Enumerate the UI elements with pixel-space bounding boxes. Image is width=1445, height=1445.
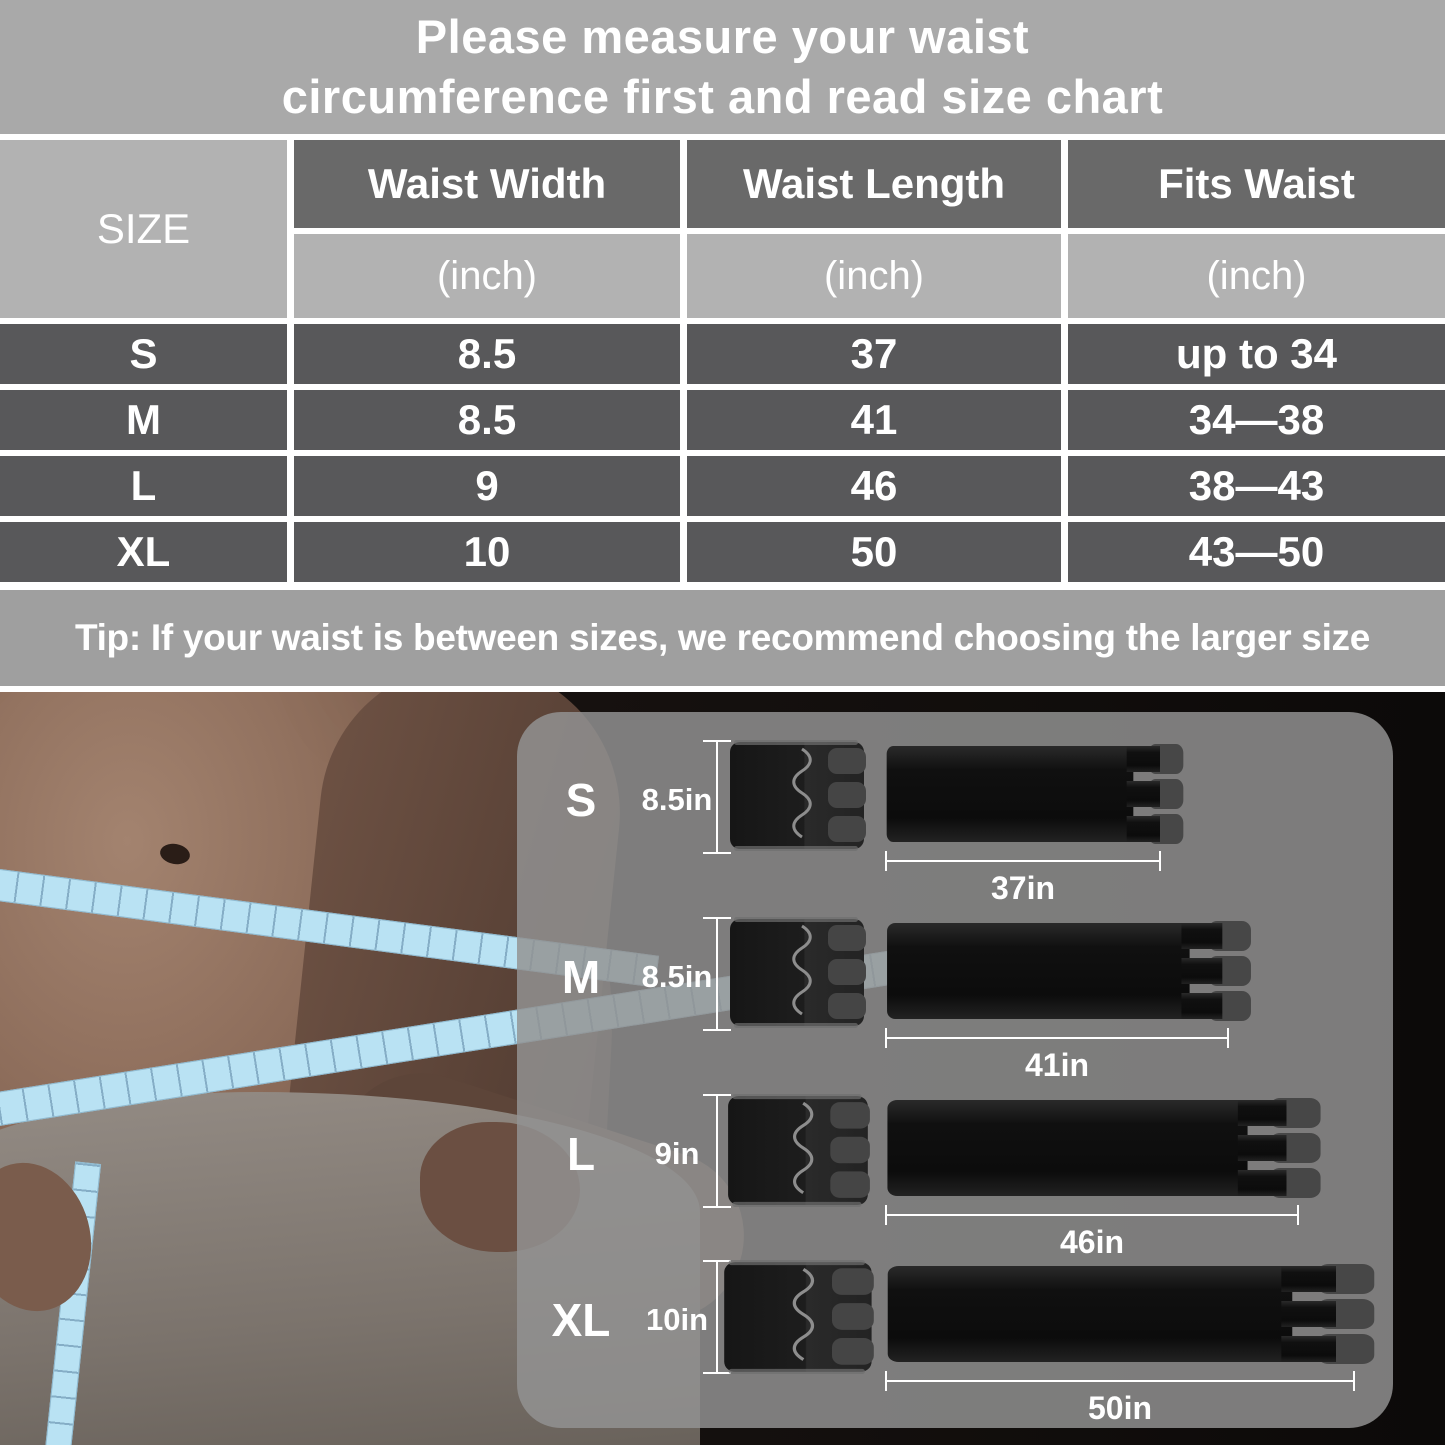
belt-strap-graphic — [886, 744, 1184, 844]
column-header-waist-length: Waist Length — [687, 140, 1061, 228]
length-measure-line — [885, 851, 1161, 871]
unit-cell: (inch) — [1068, 234, 1445, 318]
belt-clasp-graphic — [724, 1260, 874, 1374]
belt-strap-graphic — [887, 1264, 1375, 1364]
diagram-width-label: 8.5in — [641, 782, 713, 817]
size-diagram-panel: S 8.5in — [517, 712, 1393, 1428]
row-l-length: 46 — [687, 456, 1061, 516]
diagram-width-label: 8.5in — [641, 959, 713, 994]
diagram-row-xl: XL 10in 50in — [517, 1260, 1393, 1432]
row-xl-length: 50 — [687, 522, 1061, 582]
diagram-length-label: 46in — [1059, 1224, 1125, 1260]
page-title-line-2: circumference first and read size chart — [281, 70, 1164, 123]
length-measure-line — [885, 1205, 1299, 1225]
row-s-length: 37 — [687, 324, 1061, 384]
diagram-size-label: M — [561, 951, 601, 1003]
diagram-length-label: 37in — [990, 870, 1056, 906]
diagram-size-label: XL — [551, 1294, 611, 1346]
diagram-length-label: 41in — [1024, 1047, 1090, 1083]
tip-banner-inner: Tip: If your waist is between sizes, we … — [0, 590, 1445, 686]
length-measure-line — [885, 1028, 1229, 1048]
row-xl-fits: 43—50 — [1068, 522, 1445, 582]
belt-strap-graphic — [887, 921, 1251, 1021]
belt-clasp-graphic — [730, 740, 866, 851]
length-measure-line — [885, 1371, 1355, 1391]
diagram-row-m: M 8.5in 41in — [517, 917, 1393, 1089]
tip-text: Tip: If your waist is between sizes, we … — [74, 617, 1371, 658]
row-s-width: 8.5 — [294, 324, 680, 384]
belt-strap-graphic — [887, 1098, 1321, 1198]
width-measure-line — [703, 917, 731, 1031]
diagram-row-s: S 8.5in — [517, 740, 1393, 912]
width-measure-line — [703, 1260, 731, 1374]
belt-clasp-graphic — [728, 1094, 870, 1207]
column-header-waist-width: Waist Width — [294, 140, 680, 228]
row-m-size: M — [0, 390, 287, 450]
row-l-width: 9 — [294, 456, 680, 516]
diagram-width-label: 10in — [645, 1302, 709, 1337]
row-m-length: 41 — [687, 390, 1061, 450]
row-xl-width: 10 — [294, 522, 680, 582]
title-banner: Please measure your waist circumference … — [0, 0, 1445, 134]
column-header-fits-waist: Fits Waist — [1068, 140, 1445, 228]
page-title-line-1: Please measure your waist — [415, 10, 1030, 63]
diagram-width-label: 9in — [654, 1136, 700, 1171]
width-measure-line — [703, 1094, 731, 1208]
row-s-size: S — [0, 324, 287, 384]
belt-clasp-graphic — [730, 917, 866, 1028]
size-table: SIZE Waist Width Waist Length Fits Waist… — [0, 134, 1445, 582]
unit-cell: (inch) — [687, 234, 1061, 318]
row-xl-size: XL — [0, 522, 287, 582]
diagram-length-label: 50in — [1087, 1390, 1153, 1426]
row-m-width: 8.5 — [294, 390, 680, 450]
row-l-fits: 38—43 — [1068, 456, 1445, 516]
diagram-row-l: L 9in 46in — [517, 1094, 1393, 1266]
unit-cell: (inch) — [294, 234, 680, 318]
diagram-size-label: S — [565, 774, 597, 826]
tip-banner: Tip: If your waist is between sizes, we … — [0, 582, 1445, 692]
row-s-fits: up to 34 — [1068, 324, 1445, 384]
width-measure-line — [703, 740, 731, 854]
row-m-fits: 34—38 — [1068, 390, 1445, 450]
size-column-header: SIZE — [0, 140, 287, 318]
diagram-size-label: L — [566, 1128, 596, 1180]
row-l-size: L — [0, 456, 287, 516]
